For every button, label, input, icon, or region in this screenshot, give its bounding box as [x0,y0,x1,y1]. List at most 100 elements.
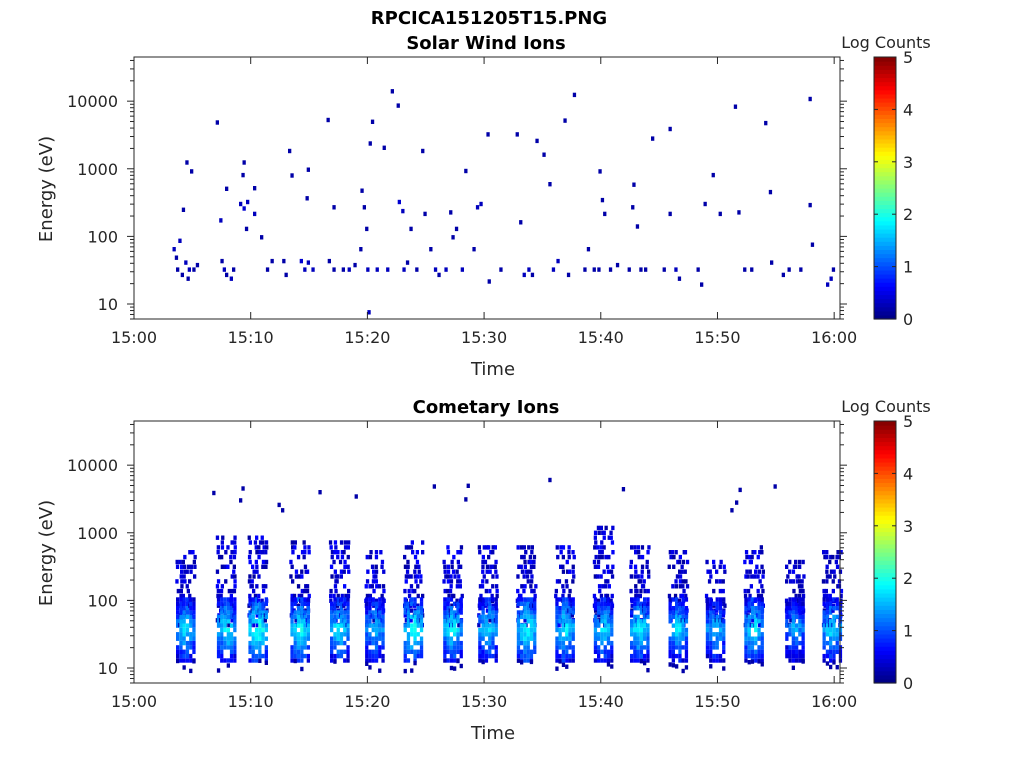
chart1-cell [185,640,190,646]
chart1-cell [794,593,798,599]
chart1-cell [453,627,457,633]
chart1-cell [294,569,299,574]
chart1-cell [365,593,370,599]
chart1-cell [798,627,802,633]
chart1-cell [176,610,180,615]
chart0-cell [375,267,379,272]
chart1-cell [712,653,716,659]
chart1-cell [368,597,372,602]
chart0-colorbar-segment [874,163,896,169]
chart1-cell [522,574,526,579]
chart1-cell [179,636,183,641]
chart0-cell [390,89,394,94]
chart0-colorbar-segment [874,147,896,152]
chart1-cell [516,597,521,602]
chart1-cell [705,559,709,565]
chart1-cell [303,632,307,637]
chart1-cell [179,658,183,663]
chart0-cell [743,267,747,272]
chart1-cell [446,606,450,611]
chart1-cell [640,574,644,579]
chart0-cell [586,247,591,252]
chart1-cell [643,660,647,666]
chart1-cell [744,574,748,579]
chart1-cell [494,623,498,628]
chart1-cell [189,606,193,611]
chart1-colorbar-segment [874,601,896,606]
chart1-cell [223,606,227,611]
chart1-cell [526,632,530,637]
chart1-cell [600,632,604,637]
chart0-colorbar-segment [874,245,896,250]
chart1-cell [760,636,764,641]
chart1-cell [835,597,839,602]
chart0-cell [229,276,233,281]
chart1-cell [831,608,835,613]
chart1-cell [248,550,252,555]
chart1-cell [705,649,710,654]
chart1-cell [339,649,344,654]
chart1-cell [760,606,764,611]
chart1-cell [530,545,534,550]
chart1-cell [825,569,829,574]
chart1-cell [455,598,459,603]
chart1-cell [478,619,482,624]
chart1-cell [248,658,252,663]
chart1-cell [258,649,262,654]
chart0-y-tick-label: 1000 [77,160,118,179]
chart1-cell [596,598,601,603]
chart1-cell [516,623,521,628]
chart1-cell [747,606,751,611]
chart1-cell [306,601,310,606]
chart1-cell [303,545,307,550]
chart0-colorbar-segment [874,171,896,177]
chart1-cell [718,606,723,611]
chart1-cell [671,614,675,620]
chart0-cell [362,205,366,210]
chart1-cell [491,623,495,628]
chart1-cell [834,559,838,565]
chart1-cell [192,619,196,624]
chart0-colorbar-label: Log Counts [841,33,931,52]
chart0-cell [195,262,200,268]
chart1-cell [193,554,197,560]
chart1-cell [606,658,611,663]
chart1-cell [829,619,833,624]
chart1-cell [291,545,295,550]
chart1-cell [572,574,576,579]
chart1-cell [571,610,575,615]
chart1-cell [788,653,792,659]
chart1-cell [264,597,268,602]
chart1-cell [633,645,637,650]
chart1-cell [346,658,350,663]
chart1-cell [374,554,379,560]
chart1-cell [603,597,607,602]
chart1-cell [374,623,379,628]
chart1-cell [530,574,534,579]
chart1-cell [261,564,265,569]
chart1-cell [189,640,193,646]
chart1-cell [185,614,190,620]
chart1-cell [494,627,498,633]
chart1-cell [639,623,644,628]
chart1-cell [261,619,265,624]
chart1-cell [304,584,308,589]
chart1-cell [378,601,382,606]
chart1-cell [722,623,726,628]
chart1-cell [603,601,607,606]
chart1-cell [745,569,749,574]
chart1-cell [675,606,679,611]
chart1-cell [318,490,322,495]
chart1-cell [636,658,640,663]
chart1-cell [675,640,679,646]
chart1-cell [482,574,486,579]
chart1-cell [192,601,196,606]
chart0-cell [615,262,620,268]
chart1-cell [494,645,498,650]
chart0-colorbar-segment [874,118,896,124]
chart1-cell [633,658,637,663]
chart1-cell [516,640,521,646]
chart1-cell [794,559,798,565]
chart1-cell [332,593,336,599]
chart1-cell [529,623,534,628]
